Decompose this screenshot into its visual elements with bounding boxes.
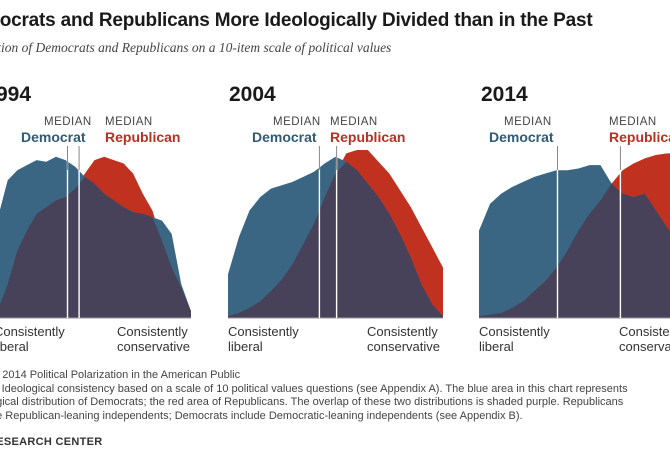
median-label-dem-2014: MEDIAN xyxy=(504,116,552,128)
democrat-label-1994: Democrat xyxy=(21,129,86,145)
left-axis-label-2014: Consistently liberal xyxy=(479,324,550,354)
chart-title: mocrats and Republicans More Ideological… xyxy=(0,10,593,31)
overlap-area-994 xyxy=(0,176,191,318)
right-axis-label-2004: Consistently conservative xyxy=(367,324,440,354)
chart-subtitle: ibution of Democrats and Republicans on … xyxy=(0,40,392,55)
panel-994 xyxy=(0,146,191,319)
brand-footer: RESEARCH CENTER xyxy=(0,436,103,448)
median-label-rep-2014: MEDIAN xyxy=(609,116,657,128)
left-axis-label-2004: Consistently liberal xyxy=(228,324,299,354)
panel-year-2014: 2014 xyxy=(481,83,528,106)
panel-2014 xyxy=(479,146,670,319)
median-label-rep-2004: MEDIAN xyxy=(330,116,378,128)
note-line-2: ogical distribution of Democrats; the re… xyxy=(0,396,624,408)
republican-label-1994: Republican xyxy=(105,129,181,145)
panel-year-1994: 994 xyxy=(0,83,32,106)
republican-label-2014: Republican xyxy=(609,129,670,145)
median-label-dem-2004: MEDIAN xyxy=(273,116,321,128)
republican-label-2004: Republican xyxy=(330,129,406,145)
note-source: e: 2014 Political Polarization in the Am… xyxy=(0,369,241,381)
note-line-1: s: Ideological consistency based on a sc… xyxy=(0,382,628,395)
overlap-area-2014 xyxy=(479,183,670,318)
median-label-rep-1994: MEDIAN xyxy=(105,116,153,128)
chart-notes: e: 2014 Political Polarization in the Am… xyxy=(0,369,670,423)
median-label-dem-1994: MEDIAN xyxy=(44,116,92,128)
democrat-label-2014: Democrat xyxy=(489,129,554,145)
democrat-label-2004: Democrat xyxy=(252,129,317,145)
panel-year-2004: 2004 xyxy=(229,83,276,106)
overlap-area-2004 xyxy=(228,161,443,318)
panel-2004 xyxy=(228,146,443,319)
note-line-3: de Republican-leaning independents; Demo… xyxy=(0,409,523,422)
right-axis-label-1994: Consistently conservative xyxy=(117,324,190,354)
